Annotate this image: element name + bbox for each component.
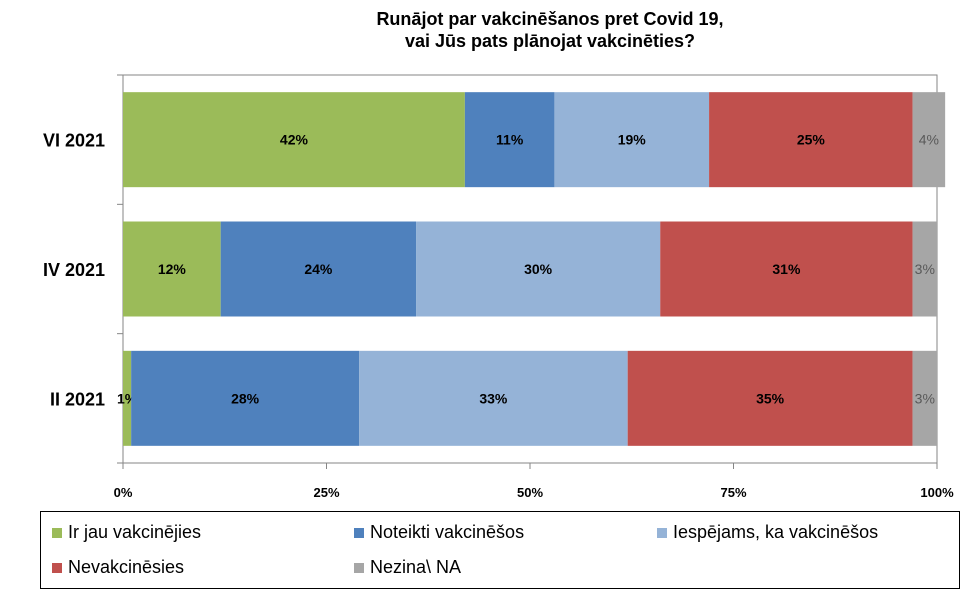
legend-label: Nezina\ NA: [370, 557, 462, 577]
data-label: 35%: [756, 390, 785, 406]
chart-title: Runājot par vakcinēšanos pret Covid 19, …: [270, 8, 830, 52]
data-label: 4%: [919, 132, 939, 148]
data-label: 42%: [280, 132, 309, 148]
bar-segment: [220, 221, 417, 317]
legend-label: Nevakcinēsies: [68, 557, 185, 577]
legend-swatch: [354, 527, 364, 538]
data-label: 24%: [304, 261, 333, 277]
data-label: 30%: [524, 261, 553, 277]
chart-title-line-1: Runājot par vakcinēšanos pret Covid 19,: [376, 9, 724, 29]
data-label: 28%: [231, 390, 260, 406]
legend-swatch: [657, 527, 667, 538]
legend-item: Iespējams, ka vakcinēšos: [657, 522, 878, 543]
x-tick-label: 100%: [920, 485, 954, 500]
legend-label: Noteikti vakcinēšos: [370, 522, 525, 542]
bar-segment: [912, 92, 946, 188]
legend-item: Ir jau vakcinējies: [52, 522, 201, 543]
bar-segment: [123, 92, 465, 188]
legend-label: Iespējams, ka vakcinēšos: [673, 522, 879, 542]
bar-segment: [131, 350, 360, 446]
data-label: 3%: [915, 390, 935, 406]
x-tick-label: 25%: [313, 485, 339, 500]
bar-segment: [709, 92, 913, 188]
chart-legend: Ir jau vakcinējies Noteikti vakcinēšos Ies…: [40, 511, 960, 589]
bar-segment: [416, 221, 661, 317]
legend-swatch: [354, 562, 364, 573]
legend-item: Nevakcinēsies: [52, 557, 184, 578]
x-tick-label: 75%: [720, 485, 746, 500]
y-tick-label: IV 2021: [43, 260, 105, 280]
legend-label: Ir jau vakcinējies: [68, 522, 202, 542]
legend-item: Nezina\ NA: [354, 557, 461, 578]
bar-segment: [123, 221, 221, 317]
x-tick-label: 50%: [517, 485, 543, 500]
bar-segment: [359, 350, 628, 446]
data-label: 19%: [618, 132, 647, 148]
data-label: 12%: [158, 261, 187, 277]
chart-title-line-2: vai Jūs pats plānojat vakcinēties?: [404, 31, 696, 51]
y-tick-label: VI 2021: [43, 131, 105, 151]
bar-segment: [554, 92, 710, 188]
stacked-bar-chart: 42% 11% 19% 25% 4% VI 2021 12% 24% 30% 31% 3% IV 20…: [43, 74, 954, 500]
bar-segment: [660, 221, 913, 317]
legend-swatch: [52, 562, 62, 573]
legend-item: Noteikti vakcinēšos: [354, 522, 524, 543]
data-label: 31%: [772, 261, 801, 277]
x-tick-label: 0%: [114, 485, 133, 500]
data-label: 11%: [496, 132, 524, 148]
data-label: 3%: [915, 261, 935, 277]
bar-segment: [627, 350, 913, 446]
bar-segment: [464, 92, 555, 188]
data-label: 33%: [479, 390, 508, 406]
y-tick-label: II 2021: [50, 389, 105, 409]
data-label: 25%: [797, 132, 826, 148]
legend-swatch: [52, 527, 62, 538]
bar-segment: [912, 350, 937, 446]
bar-segment: [123, 350, 132, 446]
bar-segment: [912, 221, 937, 317]
